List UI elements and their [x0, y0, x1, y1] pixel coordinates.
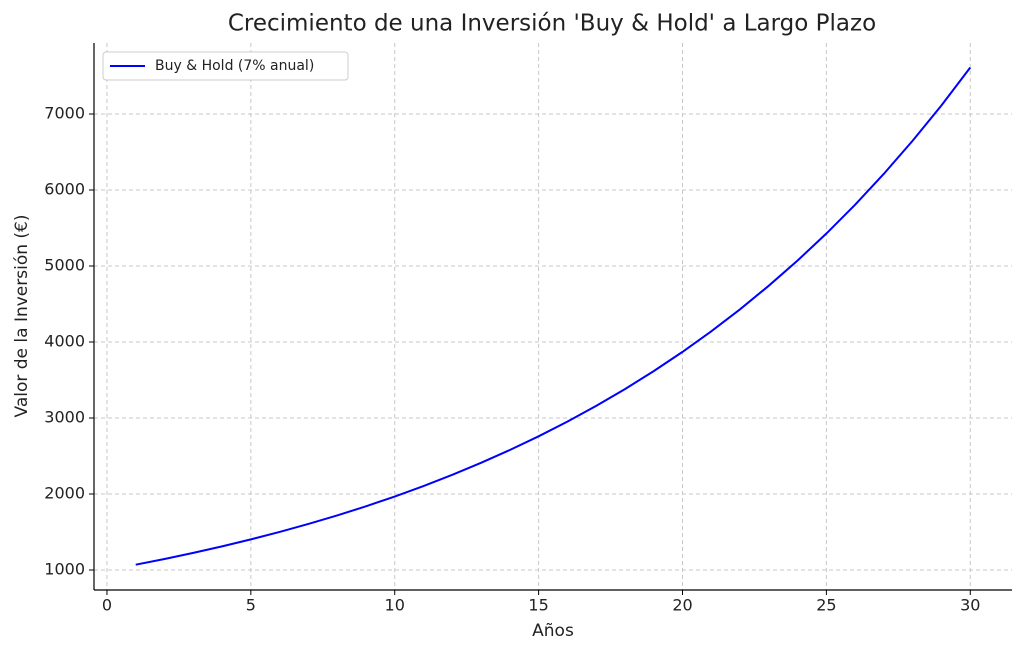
- x-tick-label: 10: [385, 596, 405, 615]
- x-tick-label: 5: [246, 596, 256, 615]
- chart-title: Crecimiento de una Inversión 'Buy & Hold…: [228, 11, 876, 37]
- x-tick-label: 30: [960, 596, 980, 615]
- legend-box: [102, 51, 349, 81]
- y-tick-label: 2000: [44, 484, 85, 503]
- y-axis-title: Valor de la Inversión (€): [12, 215, 32, 418]
- legend-label: Buy & Hold (7% anual): [155, 58, 314, 74]
- y-tick-label: 7000: [44, 103, 85, 122]
- y-tick-label: 4000: [44, 331, 85, 350]
- data-line: [135, 66, 972, 566]
- x-axis-title: Años: [532, 621, 574, 641]
- x-tick-label: 15: [528, 596, 548, 615]
- plot: [135, 66, 972, 566]
- y-tick-label: 6000: [44, 179, 85, 198]
- grid: [94, 43, 1012, 590]
- y-tick-label: 3000: [44, 408, 85, 427]
- x-tick-label: 0: [102, 596, 112, 615]
- x-tick-label: 20: [672, 596, 692, 615]
- y-tick-label: 5000: [44, 255, 85, 274]
- y-tick-label: 1000: [44, 560, 85, 579]
- x-tick-label: 25: [816, 596, 836, 615]
